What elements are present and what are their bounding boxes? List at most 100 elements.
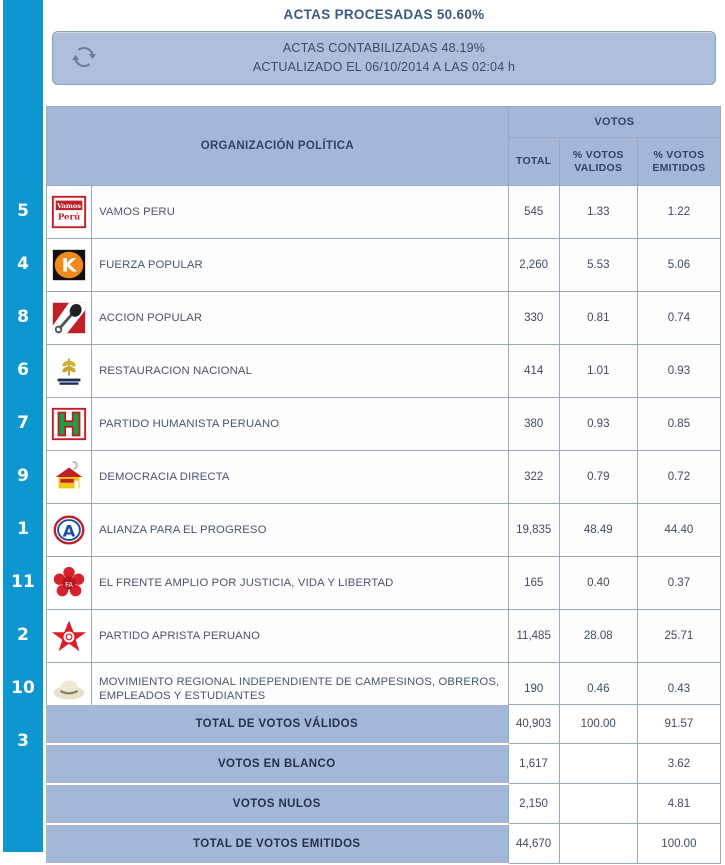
- party-number-7: 7: [17, 413, 29, 433]
- summary-table: TOTAL DE VOTOS VÁLIDOS 40,903 100.00 91.57 V…: [46, 704, 722, 865]
- table-row[interactable]: PARTIDO HUMANISTA PERUANO 380 0.93 0.85: [45, 397, 722, 451]
- summary-label: VOTOS EN BLANCO: [46, 743, 509, 785]
- summary-total: 44,670: [507, 823, 560, 864]
- alianza-progreso-logo: A: [45, 503, 93, 557]
- summary-row: VOTOS EN BLANCO 1,617 3.62: [46, 743, 722, 785]
- party-number-11: 11: [11, 572, 35, 592]
- summary-row: VOTOS NULOS 2,150 4.81: [46, 783, 722, 825]
- pct-emitted: 5.06: [636, 238, 722, 292]
- pct-emitted: 0.93: [636, 344, 722, 398]
- party-number-10: 10: [11, 678, 35, 698]
- status-line-1: ACTAS CONTABILIZADAS 48.19%: [282, 41, 486, 55]
- status-text: ACTAS CONTABILIZADAS 48.19% ACTUALIZADO …: [53, 39, 715, 77]
- results-table: ORGANIZACIÓN POLÍTICA VOTOS TOTAL % VOTO…: [45, 106, 722, 769]
- svg-text:Vamos: Vamos: [56, 202, 81, 210]
- table-body: Vamos Perú VAMOS PERU 545 1.33 1.22 K FUERZA PO…: [45, 185, 722, 769]
- pct-emitted: 0.37: [636, 556, 722, 610]
- pct-emitted: 0.72: [636, 450, 722, 504]
- democracia-directa-logo: [45, 450, 93, 504]
- summary-row: TOTAL DE VOTOS VÁLIDOS 40,903 100.00 91.57: [46, 704, 722, 745]
- summary-label: TOTAL DE VOTOS EMITIDOS: [46, 823, 509, 865]
- table-row[interactable]: PARTIDO APRISTA PERUANO 11,485 28.08 25.71: [45, 609, 722, 663]
- pct-valid: 0.79: [558, 450, 638, 504]
- summary-pct-emitted: 91.57: [636, 704, 722, 744]
- summary-body: TOTAL DE VOTOS VÁLIDOS 40,903 100.00 91.57 V…: [46, 704, 722, 865]
- pct-valid: 48.49: [558, 503, 638, 557]
- votes-total: 380: [507, 397, 560, 451]
- frente-amplio-logo: FA: [45, 556, 93, 610]
- party-name: ALIANZA PARA EL PROGRESO: [91, 503, 509, 557]
- refresh-icon[interactable]: [71, 44, 97, 70]
- summary-pct-valid: [558, 743, 638, 784]
- party-name: PARTIDO HUMANISTA PERUANO: [91, 397, 509, 451]
- party-number-2: 2: [17, 625, 29, 645]
- col-header-pct-emitidos: % VOTOS EMITIDOS: [636, 137, 722, 186]
- vamos-peru-logo: Vamos Perú: [45, 185, 93, 239]
- pct-emitted: 44.40: [636, 503, 722, 557]
- party-number-9: 9: [17, 466, 29, 486]
- pct-valid: 0.40: [558, 556, 638, 610]
- fuerza-popular-logo: K: [45, 238, 93, 292]
- svg-text:FA: FA: [65, 581, 73, 589]
- party-number-5: 5: [17, 201, 29, 221]
- votes-total: 414: [507, 344, 560, 398]
- party-number-6: 6: [17, 360, 29, 380]
- svg-text:Perú: Perú: [58, 212, 80, 223]
- party-number-rail: [3, 0, 43, 852]
- table-head: ORGANIZACIÓN POLÍTICA VOTOS TOTAL % VOTO…: [46, 106, 722, 186]
- votes-total: 330: [507, 291, 560, 345]
- col-header-total: TOTAL: [507, 137, 560, 186]
- pct-emitted: 25.71: [636, 609, 722, 663]
- summary-pct-emitted: 100.00: [636, 823, 722, 864]
- table-row[interactable]: DEMOCRACIA DIRECTA 322 0.79 0.72: [45, 450, 722, 504]
- col-header-pct-validos-l1: % VOTOS: [572, 148, 624, 161]
- pct-valid: 1.33: [558, 185, 638, 239]
- pct-emitted: 0.74: [636, 291, 722, 345]
- table-row[interactable]: A ALIANZA PARA EL PROGRESO 19,835 48.49 44.4…: [45, 503, 722, 557]
- party-name: ACCION POPULAR: [91, 291, 509, 345]
- col-header-pct-validos: % VOTOS VALIDOS: [558, 137, 638, 186]
- svg-text:K: K: [62, 255, 78, 277]
- summary-total: 40,903: [507, 704, 560, 744]
- votes-total: 322: [507, 450, 560, 504]
- pct-emitted: 1.22: [636, 185, 722, 239]
- summary-label: TOTAL DE VOTOS VÁLIDOS: [46, 704, 509, 745]
- status-line-2: ACTUALIZADO EL 06/10/2014 A LAS 02:04 h: [252, 60, 516, 74]
- svg-text:A: A: [63, 522, 76, 541]
- col-header-pct-emitidos-l2: EMITIDOS: [652, 161, 706, 174]
- table-row[interactable]: ACCION POPULAR 330 0.81 0.74: [45, 291, 722, 345]
- table-row[interactable]: FA EL FRENTE AMPLIO POR JUSTICIA, VIDA Y …: [45, 556, 722, 610]
- votes-total: 11,485: [507, 609, 560, 663]
- pct-valid: 1.01: [558, 344, 638, 398]
- page-title: ACTAS PROCESADAS 50.60%: [283, 7, 485, 22]
- pct-valid: 5.53: [558, 238, 638, 292]
- party-name: RESTAURACION NACIONAL: [91, 344, 509, 398]
- col-header-organizacion: ORGANIZACIÓN POLÍTICA: [46, 106, 509, 186]
- party-number-4: 4: [17, 254, 29, 274]
- table-row[interactable]: RESTAURACION NACIONAL 414 1.01 0.93: [45, 344, 722, 398]
- votes-total: 19,835: [507, 503, 560, 557]
- table-row[interactable]: Vamos Perú VAMOS PERU 545 1.33 1.22: [45, 185, 722, 239]
- col-header-votos: VOTOS: [507, 106, 722, 138]
- accion-popular-logo: [45, 291, 93, 345]
- party-number-3: 3: [17, 731, 29, 751]
- party-number-1: 1: [17, 519, 29, 539]
- summary-label: VOTOS NULOS: [46, 783, 509, 825]
- party-name: VAMOS PERU: [91, 185, 509, 239]
- partido-aprista-logo: [45, 609, 93, 663]
- summary-pct-valid: 100.00: [558, 704, 638, 744]
- table-row[interactable]: K FUERZA POPULAR 2,260 5.53 5.06: [45, 238, 722, 292]
- votes-total: 2,260: [507, 238, 560, 292]
- party-name: EL FRENTE AMPLIO POR JUSTICIA, VIDA Y LI…: [91, 556, 509, 610]
- votes-total: 165: [507, 556, 560, 610]
- restauracion-nacional-logo: [45, 344, 93, 398]
- pct-valid: 0.93: [558, 397, 638, 451]
- summary-pct-valid: [558, 783, 638, 824]
- summary-row: TOTAL DE VOTOS EMITIDOS 44,670 100.00: [46, 823, 722, 865]
- party-name: DEMOCRACIA DIRECTA: [91, 450, 509, 504]
- summary-pct-valid: [558, 823, 638, 864]
- party-name: PARTIDO APRISTA PERUANO: [91, 609, 509, 663]
- pct-emitted: 0.85: [636, 397, 722, 451]
- partido-humanista-logo: [45, 397, 93, 451]
